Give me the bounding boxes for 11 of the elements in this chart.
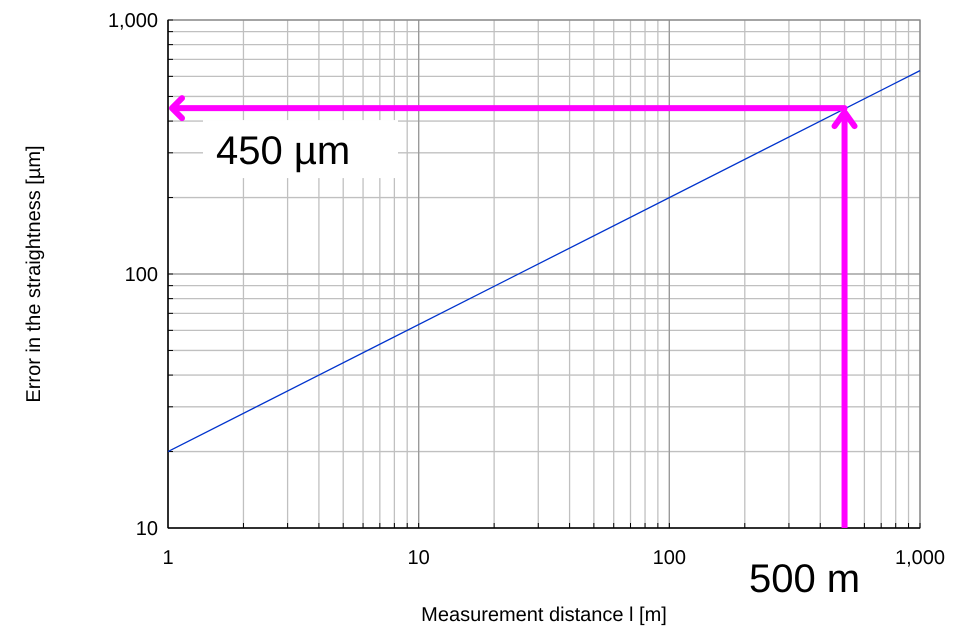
y-axis-title: Error in the straightness [µm] [23,145,45,403]
x-tick-label: 10 [408,547,430,569]
x-tick-label: 100 [652,547,686,569]
x-tick-label: 1 [162,547,174,569]
x-tick-label: 1,000 [894,547,946,569]
y-tick-label: 100 [124,264,158,286]
x-axis-title: Measurement distance l [m] [421,604,667,626]
y-tick-label: 1,000 [108,10,158,32]
ref-line-label: 500 m [748,557,860,601]
legend-label: 450 µm [216,129,350,174]
y-tick-label: 10 [136,518,158,540]
